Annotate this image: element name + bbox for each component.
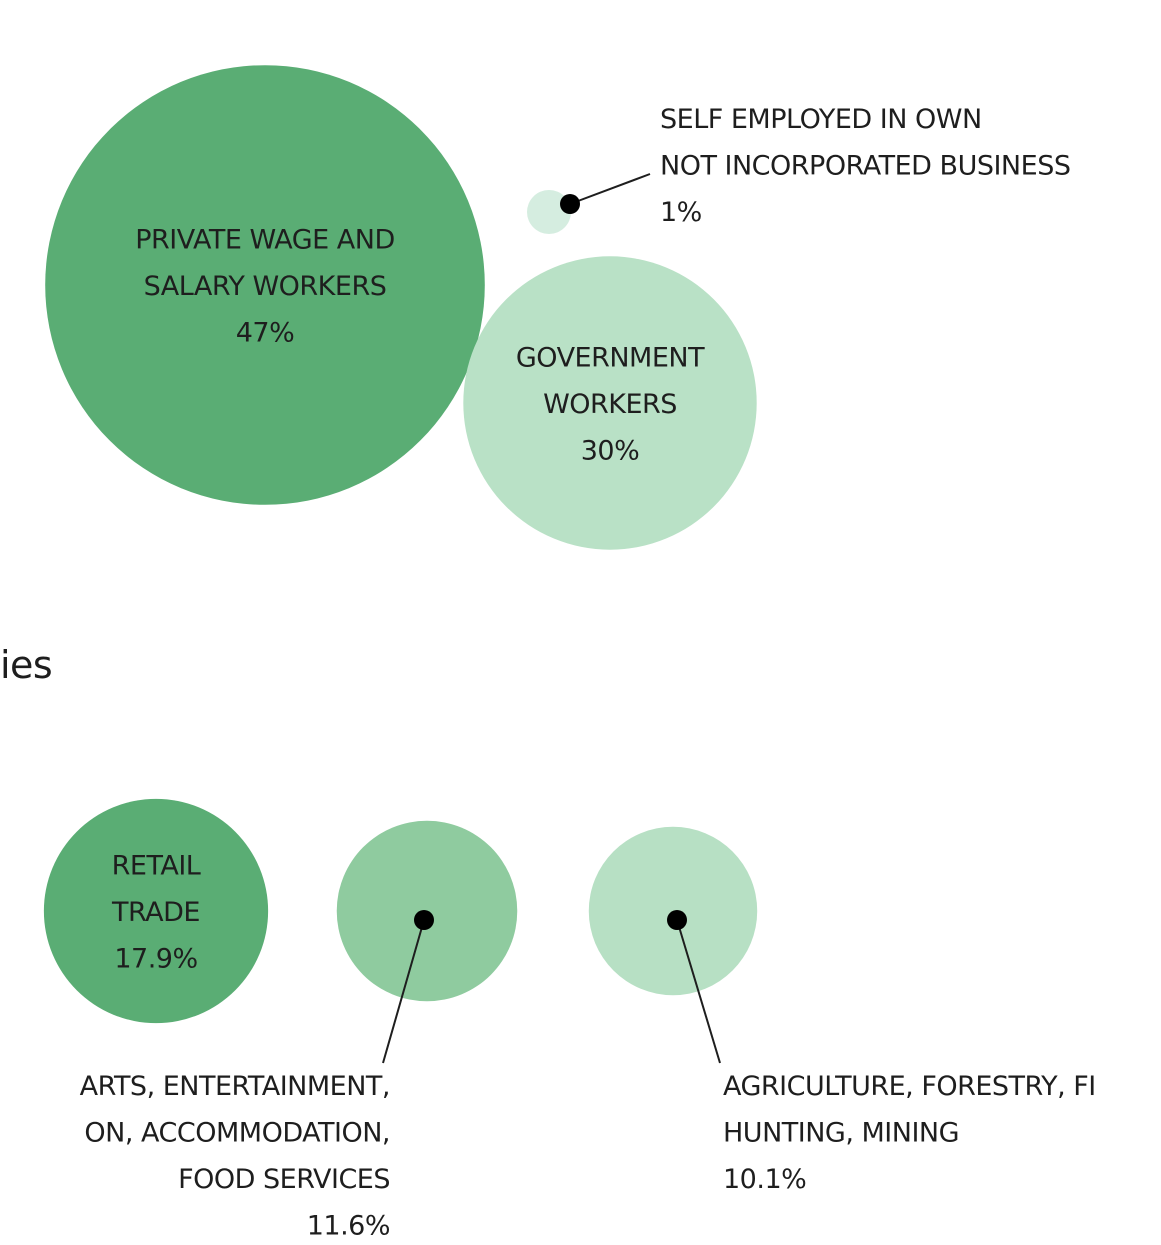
leader-dot — [414, 910, 434, 930]
bubble-label: FOOD SERVICES — [178, 1164, 390, 1195]
section-title: ies — [0, 643, 52, 687]
bubble-value-label: 11.6% — [307, 1211, 390, 1242]
bubble-label: HUNTING, MINING — [723, 1118, 959, 1149]
bubble-label: ARTS, ENTERTAINMENT, — [80, 1071, 390, 1102]
bubble-value-label: 1% — [660, 197, 702, 228]
bubble-label: GOVERNMENT — [516, 343, 705, 374]
bubble-value-label: 10.1% — [723, 1164, 806, 1195]
leader-line — [569, 173, 651, 205]
bubble-label: SELF EMPLOYED IN OWN — [660, 104, 982, 135]
bubble-value-label: 47% — [236, 318, 295, 349]
bubble-label: TRADE — [111, 897, 200, 928]
bubble-label: RETAIL — [112, 851, 201, 882]
bubble-label: AGRICULTURE, FORESTRY, FI — [723, 1071, 1096, 1102]
leader-dot — [560, 194, 580, 214]
bubble-label: WORKERS — [543, 389, 677, 420]
bubble — [463, 256, 757, 550]
bubble — [43, 798, 269, 1024]
bubble-label: PRIVATE WAGE AND — [135, 225, 395, 256]
leader-line — [676, 919, 721, 1064]
bubble-value-label: 17.9% — [114, 944, 197, 975]
leader-dot — [667, 910, 687, 930]
bubble-value-label: 30% — [581, 436, 640, 467]
bubble-label: ON, ACCOMMODATION, — [84, 1118, 390, 1149]
leader-line — [382, 919, 425, 1064]
bubble — [527, 190, 571, 234]
bubble-label: NOT INCORPORATED BUSINESS — [660, 151, 1070, 182]
bubble-label: SALARY WORKERS — [144, 271, 387, 302]
bubble — [45, 65, 485, 505]
